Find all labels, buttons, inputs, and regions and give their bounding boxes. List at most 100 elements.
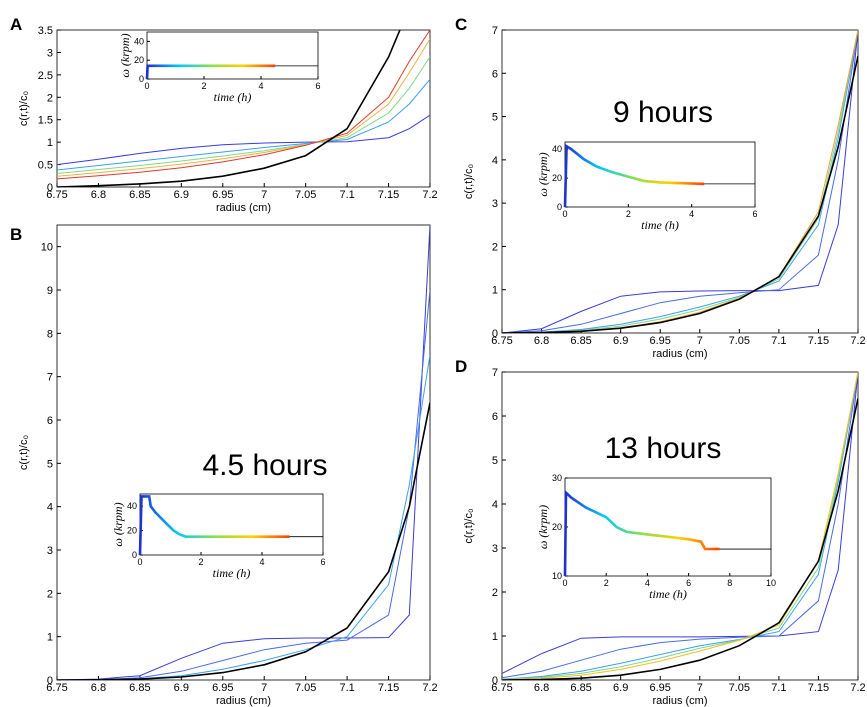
x-tick-label: 7 <box>261 682 267 694</box>
inset-x-tick-label: 4 <box>258 81 263 91</box>
inset-x-tick-label: 8 <box>727 578 732 588</box>
y-tick-label: 5 <box>492 455 498 467</box>
y-tick-label: 0 <box>492 675 498 687</box>
x-axis-label: radius (cm) <box>216 202 271 214</box>
x-tick-label: 7.05 <box>295 682 316 694</box>
x-tick-label: 6.95 <box>650 682 671 694</box>
x-tick-label: 6.8 <box>534 335 549 347</box>
y-tick-label: 2 <box>492 587 498 599</box>
x-tick-label: 6.9 <box>174 189 189 201</box>
x-tick-label: 6.95 <box>212 189 233 201</box>
x-tick-label: 6.85 <box>129 682 150 694</box>
x-tick-label: 6.75 <box>46 682 67 694</box>
inset-x-tick-label: 4 <box>689 209 694 219</box>
y-tick-label: 10 <box>41 242 53 254</box>
curve <box>57 56 430 174</box>
inset-y-tick-label: 20 <box>134 55 144 65</box>
y-tick-label: 4 <box>492 155 498 167</box>
x-tick-label: 7 <box>697 335 703 347</box>
x-tick-label: 6.75 <box>46 189 67 201</box>
inset-y-tick-label: 40 <box>552 144 562 154</box>
y-tick-label: 0.5 <box>38 160 53 172</box>
inset-x-tick-label: 2 <box>604 578 609 588</box>
x-tick-label: 7.1 <box>771 682 786 694</box>
y-tick-label: 0 <box>47 675 53 687</box>
inset-x-label: time (h) <box>641 218 679 232</box>
y-tick-label: 4 <box>492 499 498 511</box>
inset-y-label: ω (krpm) <box>111 502 125 546</box>
y-tick-label: 5 <box>47 458 53 470</box>
y-axis-label: c(r,t)/c₀ <box>463 164 475 199</box>
x-tick-label: 7.2 <box>422 189 437 201</box>
y-tick-label: 7 <box>47 372 53 384</box>
inset-y-tick-label: 0 <box>132 550 137 560</box>
panel-label: A <box>10 15 22 34</box>
y-tick-label: 3 <box>492 543 498 555</box>
x-tick-label: 7.2 <box>850 682 865 694</box>
curve <box>57 225 430 680</box>
curve <box>57 78 430 171</box>
plot-area <box>56 224 431 681</box>
inset-x-tick-label: 0 <box>144 81 149 91</box>
x-tick-label: 7.15 <box>808 682 829 694</box>
curve <box>502 55 858 333</box>
curve <box>502 372 858 680</box>
x-tick-label: 6.85 <box>570 335 591 347</box>
inset-x-label: time (h) <box>214 90 252 104</box>
x-tick-label: 7.05 <box>295 189 316 201</box>
x-tick-label: 6.95 <box>212 682 233 694</box>
x-tick-label: 6.85 <box>129 189 150 201</box>
y-tick-label: 6 <box>492 68 498 80</box>
inset-x-tick-label: 4 <box>645 578 650 588</box>
y-tick-label: 1 <box>47 137 53 149</box>
y-tick-label: 1 <box>492 631 498 643</box>
curve <box>502 372 858 674</box>
curve <box>57 402 430 680</box>
y-axis-label: c(r,t)/c₀ <box>18 91 30 126</box>
y-axis-label: c(r,t)/c₀ <box>18 435 30 470</box>
x-tick-label: 7.2 <box>422 682 437 694</box>
inset-y-label: ω (krpm) <box>536 152 550 196</box>
inset-y-tick-label: 0 <box>557 202 562 212</box>
y-tick-label: 3 <box>47 545 53 557</box>
curve <box>502 398 858 680</box>
curve <box>57 38 430 177</box>
x-tick-label: 6.8 <box>91 189 106 201</box>
inset-x-tick-label: 4 <box>259 557 264 567</box>
inset-y-tick-label: 0 <box>139 74 144 84</box>
x-tick-label: 7.15 <box>808 335 829 347</box>
inset-speed <box>138 495 290 556</box>
x-tick-label: 7.05 <box>729 682 750 694</box>
y-tick-label: 7 <box>492 367 498 379</box>
x-tick-label: 7.1 <box>771 335 786 347</box>
inset-x-tick-label: 6 <box>315 81 320 91</box>
y-tick-label: 4 <box>47 502 53 514</box>
inset-x-label: time (h) <box>213 566 251 580</box>
inset-y-tick-label: 10 <box>552 571 562 581</box>
inset-y-tick-label: 20 <box>127 526 137 536</box>
panel-label: B <box>10 225 22 244</box>
y-tick-label: 5 <box>492 112 498 124</box>
inset-x-label: time (h) <box>649 587 687 601</box>
inset-area <box>146 31 319 80</box>
x-tick-label: 6.8 <box>534 682 549 694</box>
x-tick-label: 7.15 <box>378 189 399 201</box>
x-tick-label: 6.9 <box>613 335 628 347</box>
inset-x-tick-label: 2 <box>201 81 206 91</box>
y-tick-label: 3 <box>492 198 498 210</box>
y-tick-label: 8 <box>47 328 53 340</box>
x-tick-label: 6.9 <box>174 682 189 694</box>
inset-y-tick-label: 30 <box>552 473 562 483</box>
y-tick-label: 1.5 <box>38 115 53 127</box>
inset-speed <box>145 64 276 80</box>
curve <box>57 30 430 180</box>
y-tick-label: 0 <box>47 182 53 194</box>
y-tick-label: 2 <box>47 92 53 104</box>
inset-x-tick-label: 6 <box>752 209 757 219</box>
x-tick-label: 7.1 <box>339 189 354 201</box>
y-tick-label: 6 <box>47 415 53 427</box>
y-tick-label: 6 <box>492 411 498 423</box>
y-tick-label: 9 <box>47 285 53 297</box>
